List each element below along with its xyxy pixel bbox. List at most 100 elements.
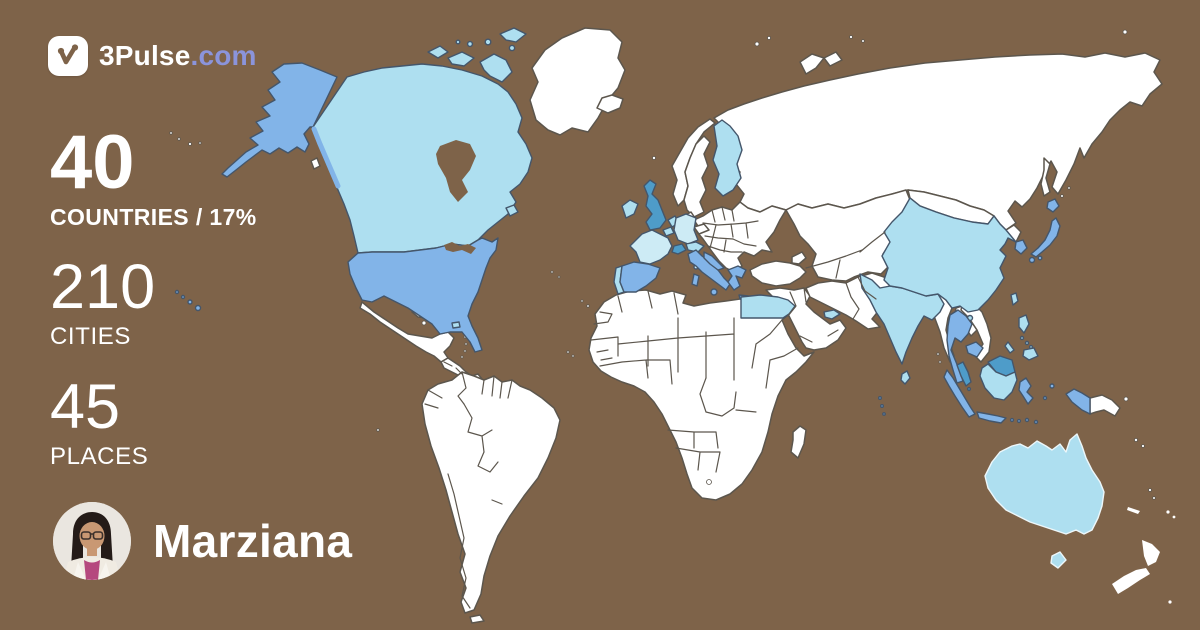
- country-croatia[interactable]: [703, 251, 725, 271]
- fiji: [1166, 510, 1170, 514]
- indonesia-kalimantan[interactable]: [979, 363, 1018, 401]
- country-canada[interactable]: [312, 63, 533, 254]
- country-ireland[interactable]: [621, 199, 639, 219]
- canada-arctic-banks-island: [427, 45, 449, 59]
- country-japan[interactable]: [1030, 217, 1061, 258]
- pulse-check-icon: [57, 44, 79, 65]
- profile: Marziana: [53, 502, 352, 580]
- country-greece[interactable]: [727, 265, 747, 291]
- faroe-islands: [652, 155, 657, 160]
- solomon-island: [1134, 437, 1139, 442]
- country-spain[interactable]: [619, 261, 661, 293]
- indonesia-sumatra[interactable]: [943, 369, 976, 418]
- country-maldives: [878, 396, 883, 401]
- aleutian-island: [169, 131, 173, 135]
- country-china[interactable]: [881, 197, 1017, 313]
- country-malaysia[interactable]: [956, 361, 972, 387]
- fiji-2: [1172, 515, 1176, 519]
- new-zealand-north-island[interactable]: [1142, 540, 1160, 566]
- country-mexico[interactable]: [359, 301, 455, 363]
- country-united-kingdom[interactable]: [643, 179, 667, 231]
- country-germany[interactable]: [673, 213, 699, 245]
- stat-countries-value: 40: [50, 120, 135, 205]
- country-south-korea[interactable]: [1014, 239, 1028, 255]
- new-zealand-south-island[interactable]: [1112, 568, 1150, 594]
- great-lakes: [444, 242, 476, 254]
- jamaica: [421, 320, 427, 326]
- brand-logo[interactable]: 3Pulse.com: [48, 36, 257, 76]
- philippines-mindanao[interactable]: [1022, 347, 1039, 361]
- philippines-island: [1019, 335, 1025, 341]
- azores: [550, 270, 554, 274]
- canada-newfoundland[interactable]: [505, 204, 519, 217]
- madagascar[interactable]: [790, 425, 807, 459]
- indonesia-java[interactable]: [976, 411, 1007, 424]
- japan-hokkaido[interactable]: [1046, 198, 1060, 213]
- indonesia-flores: [1033, 419, 1039, 425]
- country-united-states-alaska[interactable]: [221, 62, 338, 178]
- stat-places-value: 45: [50, 371, 121, 442]
- eastern-europe-region[interactable]: [693, 201, 787, 273]
- hudson-bay: [436, 140, 476, 202]
- aleutian-island-2: [177, 137, 181, 141]
- lesser-antilles-3: [464, 342, 468, 346]
- caucasus-region[interactable]: [791, 251, 807, 265]
- country-papua-new-guinea[interactable]: [1089, 394, 1121, 417]
- country-taiwan[interactable]: [1010, 292, 1019, 306]
- canada-arctic-island-4: [455, 39, 461, 45]
- svalbard: [754, 41, 760, 47]
- vanuatu: [1148, 488, 1152, 492]
- new-caledonia: [1127, 507, 1140, 514]
- galapagos: [376, 428, 380, 432]
- novaya-zemlya: [799, 53, 825, 75]
- country-iceland[interactable]: [596, 94, 624, 114]
- country-borders: [424, 206, 886, 609]
- indonesia-west-papua[interactable]: [1065, 388, 1091, 415]
- country-australia[interactable]: [984, 433, 1105, 535]
- country-thailand[interactable]: [946, 309, 973, 384]
- indonesia-maluku: [1042, 395, 1048, 401]
- country-puerto-rico[interactable]: [451, 321, 461, 329]
- country-france[interactable]: [629, 229, 673, 265]
- country-singapore: [966, 386, 972, 392]
- country-czechia[interactable]: [693, 223, 710, 235]
- philippines-palawan: [1004, 341, 1015, 354]
- country-sweden[interactable]: [683, 135, 711, 218]
- aleutian-island-4: [198, 141, 202, 145]
- tierra-del-fuego: [469, 614, 485, 624]
- italy-sicily: [710, 288, 718, 296]
- indonesia-lombok: [1016, 418, 1022, 424]
- stat-countries-label: COUNTRIES / 17%: [50, 203, 257, 230]
- profile-name: Marziana: [153, 515, 353, 567]
- country-finland[interactable]: [712, 119, 743, 197]
- kuril-island-2: [1067, 186, 1071, 190]
- lesser-antilles-5: [460, 355, 464, 359]
- andaman-islands-2: [938, 360, 942, 364]
- indonesia-sulawesi[interactable]: [1018, 377, 1034, 405]
- country-united-arab-emirates[interactable]: [823, 309, 841, 320]
- country-sri-lanka[interactable]: [900, 370, 911, 385]
- australia-tasmania: [1050, 551, 1067, 569]
- philippines-luzon[interactable]: [1018, 314, 1030, 334]
- canada-arctic-baffin-island: [479, 53, 513, 83]
- brand-logo-box: [48, 36, 88, 76]
- vancouver-island: [310, 157, 321, 170]
- stat-places-label: PLACES: [50, 442, 149, 470]
- country-austria[interactable]: [685, 241, 705, 253]
- maldives-2: [880, 404, 885, 409]
- country-switzerland[interactable]: [671, 243, 687, 255]
- indonesia-halmahera: [1049, 383, 1055, 389]
- canada-arctic-island-2: [484, 38, 492, 46]
- maldives-3: [882, 412, 886, 416]
- trip-stats: 40 COUNTRIES / 17% 210 CITIES 45 PLACES: [50, 120, 257, 498]
- country-belgium[interactable]: [662, 226, 675, 237]
- solomon-island-2: [1141, 444, 1145, 448]
- united-states-hawaii-4: [194, 304, 202, 312]
- united-states-hawaii-3: [187, 299, 193, 305]
- canary-islands-2: [580, 299, 584, 303]
- country-egypt[interactable]: [740, 294, 796, 319]
- stat-countries: 40 COUNTRIES / 17%: [50, 120, 257, 231]
- country-turkey[interactable]: [749, 260, 807, 287]
- country-cambodia[interactable]: [965, 341, 984, 358]
